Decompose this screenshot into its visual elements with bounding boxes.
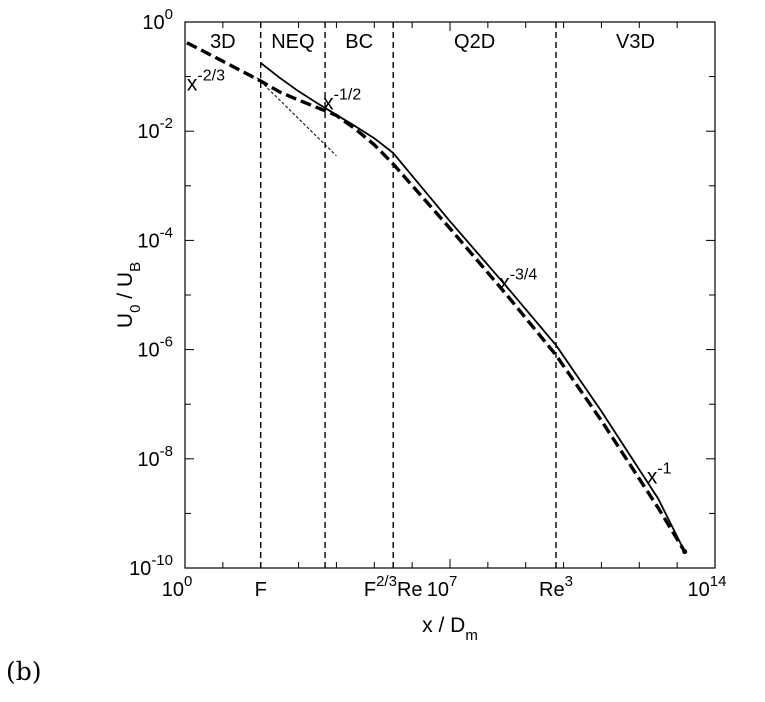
y-tick-base: 10 [137,230,159,252]
x-marker-base: F [364,579,376,601]
y-tick-exp: -8 [160,443,173,460]
x-tick-exp: 7 [449,573,457,590]
y-axis-label-sub1: 0 [127,305,144,313]
x-tick-label: 1014 [688,573,727,601]
slope-exp: -2/3 [197,67,225,84]
x-marker-base: Re [539,579,565,601]
x-axis-label: x / Dm [422,614,478,644]
slope-annotation: x-2/3 [187,67,225,95]
y-axis-label-sub2: B [127,262,144,272]
x-marker-label: Re3 [539,573,573,601]
region-label: NEQ [271,31,314,53]
y-tick-base: 10 [137,449,159,471]
y-tick-exp: -6 [160,334,173,351]
y-tick-base: 10 [129,558,151,580]
slope-base: x [187,72,198,95]
y-tick-label: 10-8 [137,443,173,471]
slope-base: x [647,465,658,488]
plot-frame [184,21,716,569]
y-tick-base: 10 [137,121,159,143]
x-tick-label: 107 [427,573,458,601]
slope-exp: -3/4 [510,267,538,284]
panel-tag: (b) [6,657,42,686]
series-end-point [682,549,688,555]
x-tick-exp: 0 [184,573,192,590]
x-tick-base: 10 [688,579,710,601]
series-line-3 [256,77,337,157]
y-tick-label: 10-6 [137,334,173,362]
region-label: BC [345,31,373,53]
y-tick-exp: 0 [165,6,173,23]
y-axis-label: U0 / UB [114,262,144,328]
slope-base: x [499,272,510,295]
y-tick-exp: -2 [160,115,173,132]
y-axis-label-mid: / U [114,272,137,305]
x-marker-sup: 2/3 [376,573,397,590]
x-tick-base: 10 [427,579,449,601]
y-tick-label: 10-10 [129,552,173,580]
series-line-2 [260,62,686,553]
y-tick-base: 10 [137,340,159,362]
x-tick-label: 100 [162,573,193,601]
y-tick-base: 10 [142,12,164,34]
slope-annotation: x-1 [647,460,672,488]
x-marker-tail: Re [397,579,423,601]
y-tick-exp: -4 [160,224,173,241]
slope-exp: -1/2 [334,86,362,103]
x-marker-label: F2/3Re [364,573,423,601]
x-marker-label: F [255,579,267,601]
x-tick-exp: 14 [710,573,727,590]
region-label: 3D [210,31,236,53]
series-line-1 [186,41,687,553]
x-marker-base: F [255,579,267,601]
y-tick-label: 10-4 [137,224,173,252]
slope-annotation: x-3/4 [499,267,537,295]
y-tick-label: 10-2 [137,115,173,143]
region-label: Q2D [454,31,495,53]
y-tick-label: 100 [142,6,173,34]
x-axis-label-base: x / D [422,614,465,637]
x-marker-sup: 3 [565,573,573,590]
x-tick-base: 10 [162,579,184,601]
region-label: V3D [616,31,655,53]
slope-annotation: x-1/2 [323,86,361,114]
x-axis-label-sub: m [465,627,478,644]
y-tick-exp: -10 [151,552,173,569]
slope-exp: -1 [657,460,671,477]
y-axis-label-base: U [114,313,137,328]
slope-base: x [323,91,334,114]
